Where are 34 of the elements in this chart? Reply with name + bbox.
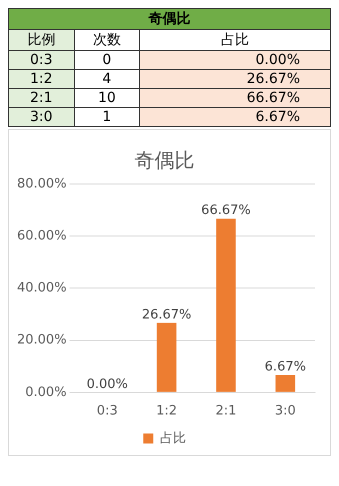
text: 1 — [102, 109, 112, 125]
x-tick-label: 3:0 — [274, 404, 296, 419]
x-tick-label: 1:2 — [156, 404, 178, 419]
text: 6.67% — [256, 109, 300, 125]
data-label: 6.67% — [264, 359, 306, 374]
x-tick-label: 2:1 — [216, 404, 236, 419]
data-label: 0.00% — [86, 376, 128, 392]
text: 26.67% — [246, 71, 300, 87]
y-tick-label: 80.00% — [16, 176, 67, 192]
data-label: 26.67% — [142, 307, 192, 322]
category-label: 0:3 — [30, 52, 53, 68]
bar — [276, 375, 296, 392]
y-tick-label: 40.00% — [16, 280, 67, 296]
legend-label: 占比 — [160, 430, 186, 446]
text: 66.67% — [246, 90, 300, 106]
data-label: 66.67% — [201, 203, 251, 218]
category-label: 2:1 — [30, 90, 53, 106]
bar — [216, 218, 236, 392]
category-label: 比例 — [8, 30, 74, 50]
y-tick-label: 60.00% — [16, 228, 67, 244]
category-label: 3:0 — [30, 109, 53, 125]
text: 0.00% — [256, 52, 300, 68]
chart-title: 奇偶比 — [134, 148, 194, 172]
category-label: 次数 — [74, 30, 140, 50]
bar — [156, 322, 176, 392]
y-tick-label: 0.00% — [25, 384, 67, 400]
category-label: 1:2 — [30, 71, 53, 87]
x-tick-label: 0:3 — [96, 404, 118, 419]
text: 0 — [102, 52, 112, 68]
text: 奇偶比 — [8, 8, 330, 30]
category-label: 占比 — [140, 30, 330, 50]
text: 4 — [102, 71, 112, 87]
text: 10 — [98, 90, 116, 106]
y-tick-label: 20.00% — [16, 332, 67, 348]
